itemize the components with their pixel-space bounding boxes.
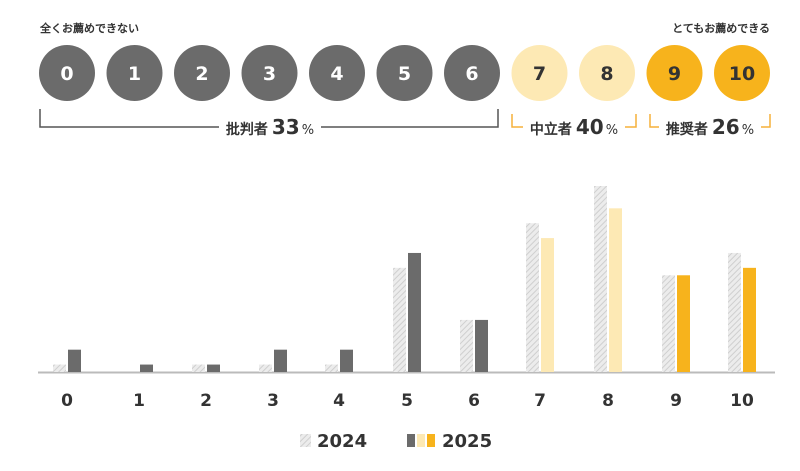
- x-tick-label: 6: [468, 391, 480, 411]
- score-circle-label: 4: [330, 63, 343, 85]
- bar-2025-7: [541, 238, 554, 372]
- x-tick-label: 10: [730, 391, 754, 411]
- bracket-line-left: [511, 114, 523, 128]
- score-circle-1: [106, 45, 163, 101]
- score-circle-label: 7: [533, 63, 546, 85]
- bar-2025-8: [609, 208, 622, 372]
- score-circle-label: 3: [263, 63, 276, 85]
- x-tick-label: 5: [401, 391, 413, 411]
- group-passive: 中立者 40%: [511, 114, 637, 139]
- bar-2025-10: [743, 267, 756, 372]
- bracket-line-right: [761, 114, 771, 128]
- score-circle-2: [174, 45, 230, 101]
- score-circle-label: 6: [465, 63, 478, 85]
- score-circle-8: [579, 45, 635, 101]
- x-tick-label: 0: [61, 391, 73, 411]
- legend-swatch-2025-passive: [417, 434, 425, 447]
- bar-2024-5: [393, 267, 406, 372]
- legend-swatch-2024: [300, 434, 311, 447]
- x-tick-label: 2: [200, 391, 212, 411]
- bar-2024-3: [259, 364, 272, 372]
- score-circle-10: [714, 45, 770, 101]
- score-circle-5: [376, 45, 433, 101]
- score-circle-7: [511, 45, 568, 101]
- x-tick-label: 9: [670, 391, 682, 411]
- score-circle-6: [444, 45, 500, 101]
- score-circle-4: [309, 45, 365, 101]
- group-label: 批判者 33%: [226, 115, 314, 139]
- legend-label-2024: 2024: [317, 431, 367, 452]
- group-detractor: 批判者 33%: [39, 109, 499, 139]
- score-circle-label: 9: [668, 63, 681, 85]
- x-tick-label: 8: [602, 391, 614, 411]
- bar-2024-6: [460, 319, 473, 372]
- bar-2024-8: [594, 186, 607, 372]
- group-promoter: 推奨者 26%: [649, 114, 771, 139]
- scale-right-label: とてもお薦めできる: [672, 22, 770, 35]
- score-circle-label: 10: [729, 63, 755, 85]
- legend-swatch-2025-detractor: [407, 434, 415, 447]
- x-tick-label: 4: [333, 391, 345, 411]
- legend-swatch-2025-promoter: [427, 434, 435, 447]
- bar-2024-2: [192, 364, 205, 372]
- bracket-line-right: [321, 109, 499, 128]
- bar-2024-10: [728, 252, 741, 372]
- bar-2024-4: [325, 364, 338, 372]
- bracket-line-right: [625, 114, 637, 128]
- bar-2025-2: [207, 364, 220, 372]
- score-circle-label: 8: [600, 63, 613, 85]
- bar-2024-0: [53, 364, 66, 372]
- scale-left-label: 全くお薦めできない: [40, 22, 139, 35]
- bar-2025-9: [677, 275, 690, 372]
- bar-2025-0: [68, 349, 81, 372]
- score-circle-label: 5: [398, 63, 411, 85]
- score-circle-0: [39, 45, 95, 101]
- score-circle-label: 0: [60, 63, 73, 85]
- bar-2025-4: [340, 349, 353, 372]
- legend-label-2025: 2025: [442, 431, 492, 452]
- score-circle-3: [241, 45, 298, 101]
- bar-2025-5: [408, 252, 421, 372]
- bracket-line-left: [39, 109, 219, 128]
- score-circle-label: 1: [128, 63, 141, 85]
- bar-2025-1: [140, 364, 153, 372]
- score-circle-9: [646, 45, 703, 101]
- x-tick-label: 3: [267, 391, 279, 411]
- group-label: 中立者 40%: [530, 115, 618, 139]
- bar-2024-9: [662, 275, 675, 372]
- group-label: 推奨者 26%: [666, 115, 754, 139]
- bar-2025-3: [274, 349, 287, 372]
- x-tick-label: 7: [534, 391, 546, 411]
- bracket-line-left: [649, 114, 659, 128]
- bar-2025-6: [475, 319, 488, 372]
- bar-2024-7: [526, 223, 539, 372]
- score-circle-label: 2: [195, 63, 208, 85]
- x-tick-label: 1: [133, 391, 145, 411]
